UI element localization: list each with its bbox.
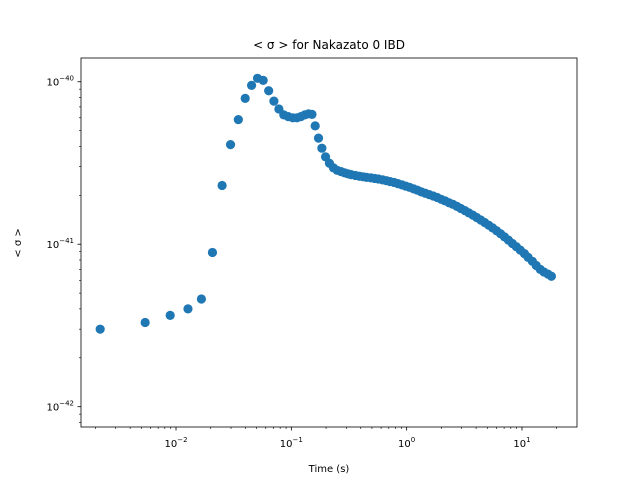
- data-point: [233, 114, 243, 125]
- data-point: [165, 310, 175, 320]
- data-point: [217, 180, 227, 191]
- data-point: [310, 121, 320, 131]
- data-point: [546, 271, 557, 281]
- y-axis-label: < σ >: [13, 228, 24, 257]
- data-point: [246, 80, 257, 90]
- data-point: [207, 247, 218, 258]
- data-point: [240, 93, 250, 103]
- data-point: [225, 140, 236, 150]
- data-point: [307, 109, 317, 119]
- plot-frame: [80, 57, 578, 428]
- data-point: [183, 304, 193, 314]
- x-axis-label: Time (s): [308, 464, 350, 475]
- data-point: [317, 143, 327, 153]
- points-layer: [95, 73, 557, 334]
- data-point: [196, 294, 206, 304]
- data-point: [95, 324, 105, 334]
- data-point: [313, 133, 324, 143]
- chart-title: < σ > for Nakazato 0 IBD: [253, 38, 405, 52]
- data-point: [269, 96, 279, 106]
- data-point: [264, 86, 274, 96]
- data-point: [258, 75, 268, 85]
- data-point: [140, 317, 150, 328]
